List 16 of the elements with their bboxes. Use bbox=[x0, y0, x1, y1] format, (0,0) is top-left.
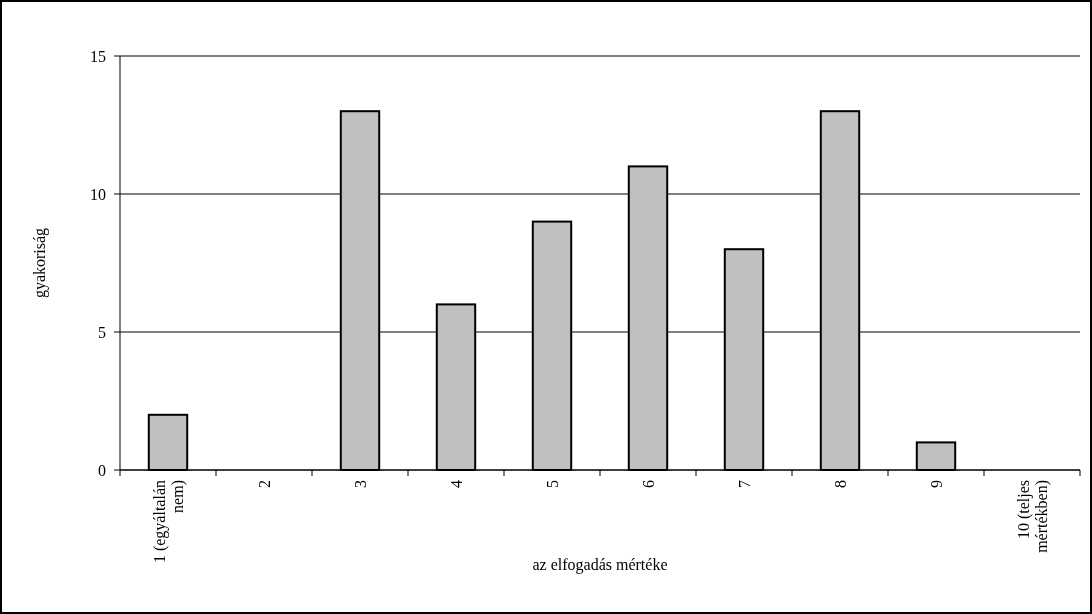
y-tick-label: 5 bbox=[98, 323, 106, 341]
x-tick-label: 3 bbox=[351, 480, 369, 488]
x-tick-label: 6 bbox=[639, 480, 657, 488]
x-tick-label: 9 bbox=[927, 480, 945, 488]
x-tick-label: 1 (egyáltalán nem) bbox=[150, 480, 187, 564]
x-tick-label: 2 bbox=[255, 480, 273, 488]
y-tick-label: 0 bbox=[98, 461, 106, 479]
x-tick-label: 4 bbox=[447, 480, 465, 488]
x-tick-label: 10 (teljes mértékben) bbox=[1014, 480, 1051, 553]
y-tick-label: 15 bbox=[90, 47, 106, 65]
x-tick-label: 5 bbox=[543, 480, 561, 488]
x-axis-title: az elfogadás mértéke bbox=[532, 556, 668, 574]
x-tick-label: 8 bbox=[831, 480, 849, 488]
y-tick-label: 10 bbox=[90, 185, 106, 203]
y-axis-title: gyakoriság bbox=[31, 227, 49, 299]
x-tick-label: 7 bbox=[735, 480, 753, 488]
